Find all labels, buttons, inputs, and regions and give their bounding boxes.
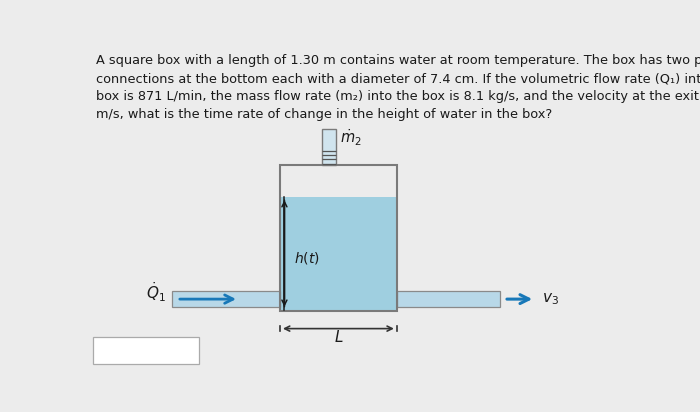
Text: $v_3$: $v_3$ [542, 291, 559, 307]
Text: $\dot{m}_2$: $\dot{m}_2$ [340, 128, 363, 148]
Text: $h(t)$: $h(t)$ [294, 250, 320, 266]
Bar [280, 165, 397, 311]
Bar [93, 337, 199, 363]
Text: A square box with a length of 1.30 m contains water at room temperature. The box: A square box with a length of 1.30 m con… [96, 54, 700, 121]
Bar [172, 291, 280, 307]
Text: $L$: $L$ [334, 330, 343, 346]
Bar [397, 291, 500, 307]
Bar [322, 129, 336, 165]
Bar [280, 197, 397, 311]
Text: $\dot{Q}_1$: $\dot{Q}_1$ [146, 280, 166, 304]
